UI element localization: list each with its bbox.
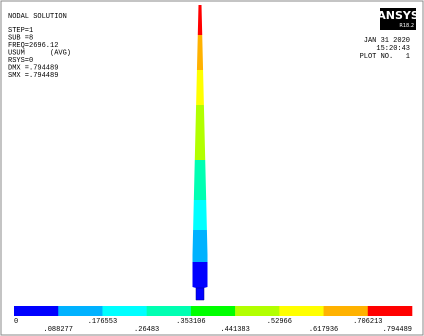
legend-label: .26483 [134, 326, 159, 334]
legend-label: 0 [14, 318, 18, 326]
legend-label: .441383 [220, 326, 249, 334]
date: JAN 31 2020 [364, 37, 410, 45]
legend-label: .617936 [309, 326, 338, 334]
header-line: SMX =.794489 [8, 72, 58, 80]
legend-label: .176553 [88, 318, 117, 326]
legend-swatch [14, 306, 59, 316]
beam-band [196, 288, 204, 300]
title: NODAL SOLUTION [8, 13, 67, 21]
beam-band [195, 105, 205, 160]
legend-swatch [102, 306, 147, 316]
beam-band [193, 200, 207, 230]
beam-band [193, 262, 208, 288]
legend-label: .52966 [267, 318, 292, 326]
legend-swatch [368, 306, 413, 316]
logo-version: R18.2 [399, 23, 414, 29]
logo: ANSYS [377, 9, 419, 22]
legend-swatch [191, 306, 236, 316]
beam-band [193, 230, 208, 262]
legend-swatch [58, 306, 103, 316]
legend-swatch [324, 306, 369, 316]
screen: NODAL SOLUTION STEP=1SUB =8FREQ=2696.12U… [0, 0, 424, 336]
time: 15:20:43 [376, 45, 410, 53]
legend-swatch [279, 306, 324, 316]
legend-swatch [147, 306, 192, 316]
beam-band [198, 5, 202, 35]
legend-label: .706213 [353, 318, 382, 326]
plot-number: PLOT NO. 1 [360, 53, 410, 61]
legend-swatch [235, 306, 280, 316]
legend-label: .353106 [176, 318, 205, 326]
legend-label: .088277 [44, 326, 73, 334]
beam-band [196, 70, 204, 105]
beam-band [197, 35, 203, 70]
legend-label: .794489 [383, 326, 412, 334]
beam-band [194, 160, 206, 200]
